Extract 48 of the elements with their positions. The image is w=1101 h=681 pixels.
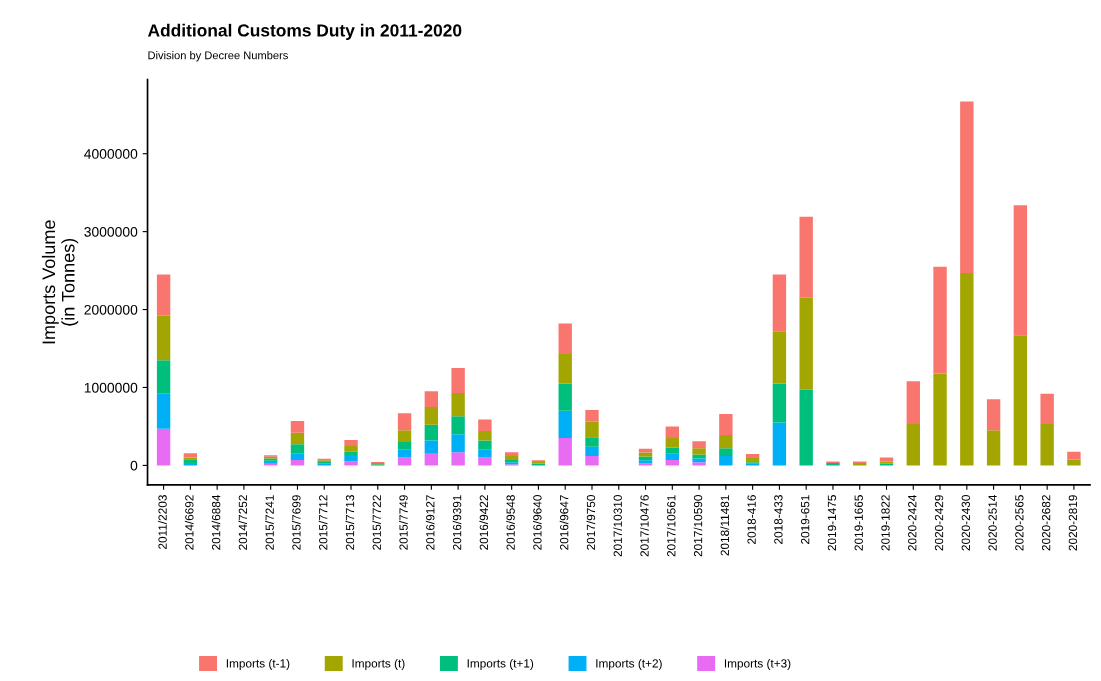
x-tick-label: 2017/10310	[613, 495, 622, 557]
x-tick-label: 2016/9391	[452, 495, 462, 550]
x-tick-label: 2020-2819	[1068, 495, 1078, 551]
y-axis-title: Imports Volume (in Tonnes)	[41, 220, 79, 344]
y-tick-label: 4000000	[84, 149, 138, 159]
x-tick-label: 2019-1475	[827, 495, 837, 551]
legend-label: Imports (t+2)	[596, 658, 662, 670]
x-tick-label: 2014/6884	[211, 494, 221, 550]
x-tick-label: 2018-416	[747, 495, 756, 544]
x-tick-label: 2020-2430	[961, 495, 970, 551]
legend-label: Imports (t+1)	[467, 658, 534, 670]
x-tick-label: 2014/7252	[238, 495, 248, 550]
x-tick-label: 2017/10561	[666, 495, 676, 557]
x-tick-label: 2015/7699	[291, 495, 301, 550]
chart-subtitle: Division by Decree Numbers	[148, 51, 288, 62]
x-tick-label: 2020-2424	[908, 494, 917, 551]
x-tick-label: 2015/7749	[399, 495, 408, 550]
x-tick-label: 2015/7712	[318, 495, 328, 550]
x-tick-label: 2014/6692	[184, 495, 194, 550]
x-tick-label: 2016/9640	[532, 495, 542, 550]
x-tick-label: 2018-433	[774, 495, 783, 544]
x-tick-label: 2016/9127	[425, 495, 435, 550]
y-tick-label: 1000000	[84, 382, 138, 393]
x-tick-label: 2020-2429	[934, 495, 944, 551]
x-tick-label: 2019-1665	[854, 495, 863, 551]
x-tick-label: 2016/9548	[506, 495, 515, 550]
y-tick-label: 0	[130, 460, 138, 471]
x-tick-label: 2015/7722	[372, 495, 381, 550]
x-tick-label: 2016/9647	[559, 495, 569, 550]
y-tick-label: 2000000	[84, 304, 138, 315]
x-tick-label: 2020-2514	[988, 494, 997, 551]
legend-label: Imports (t+3)	[724, 658, 791, 670]
x-tick-label: 2017/10590	[693, 495, 703, 557]
x-tick-label: 2020-2682	[1041, 495, 1051, 551]
x-tick-label: 2015/7713	[345, 495, 355, 550]
x-tick-label: 2016/9422	[479, 495, 489, 550]
x-tick-label: 2019-1822	[881, 495, 890, 551]
x-tick-label: 2018/11481	[720, 495, 730, 556]
x-tick-label: 2015/7241	[265, 495, 274, 550]
chart-title: Additional Customs Duty in 2011-2020	[147, 23, 462, 41]
y-tick-label: 3000000	[84, 226, 138, 237]
x-tick-label: 2017/10476	[640, 495, 649, 557]
x-tick-label: 2017/9750	[586, 495, 596, 550]
legend-label: Imports (t)	[352, 658, 405, 670]
legend-label: Imports (t-1)	[226, 658, 290, 670]
x-tick-label: 2011/2203	[158, 495, 167, 549]
x-tick-label: 2019-651	[800, 495, 810, 544]
x-tick-label: 2020-2565	[1015, 495, 1024, 551]
